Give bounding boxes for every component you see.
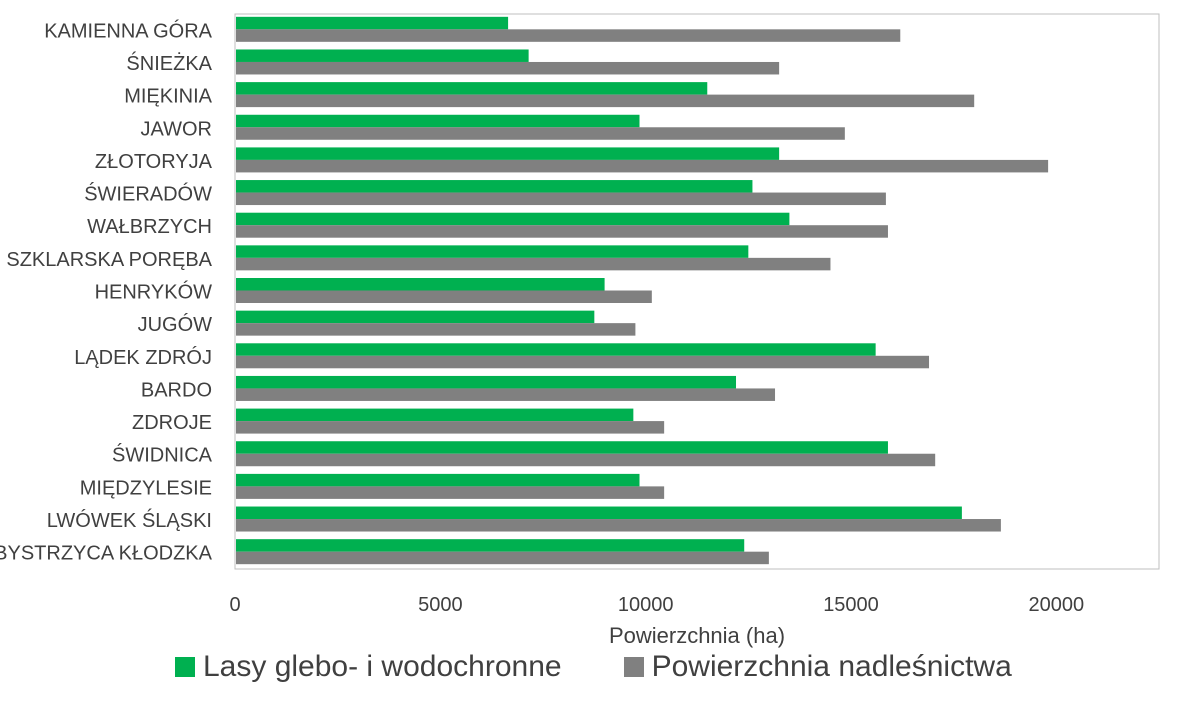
bar-lasy-8 (236, 278, 605, 291)
bar-lasy-6 (236, 212, 790, 226)
bar-powierzchnia-4 (236, 159, 1049, 173)
category-label: KAMIENNA GÓRA (44, 19, 212, 42)
category-label: JUGÓW (138, 313, 213, 336)
bar-powierzchnia-3 (236, 127, 845, 140)
bar-lasy-13 (236, 441, 888, 454)
legend-swatch-green (175, 657, 195, 677)
x-tick-label: 10000 (618, 594, 674, 616)
legend-item-powierzchnia: Powierzchnia nadleśnictwa (623, 650, 1012, 684)
legend-label-lasy: Lasy glebo- i wodochronne (203, 650, 562, 683)
bar-lasy-5 (236, 180, 753, 193)
bar-powierzchnia-14 (236, 486, 665, 499)
x-tick-label: 15000 (823, 594, 879, 616)
category-label: SZKLARSKA PORĘBA (6, 249, 212, 271)
plot-area-frame (234, 13, 1160, 570)
bar-lasy-7 (236, 245, 749, 258)
legend: Lasy glebo- i wodochronne Powierzchnia n… (175, 650, 1074, 684)
category-label: ŚNIEŻKA (126, 51, 212, 75)
category-label: MIĘKINIA (124, 86, 212, 108)
category-label: ZŁOTORYJA (95, 151, 213, 173)
category-label: LWÓWEK ŚLĄSKI (47, 508, 212, 532)
bar-powierzchnia-11 (236, 388, 776, 401)
bar-powierzchnia-6 (236, 225, 888, 238)
bar-lasy-2 (236, 82, 708, 95)
category-label: ŚWIERADÓW (84, 182, 212, 206)
bar-powierzchnia-7 (236, 257, 831, 271)
bar-lasy-4 (236, 147, 780, 160)
bar-powierzchnia-5 (236, 192, 886, 206)
bar-lasy-11 (236, 375, 737, 389)
legend-swatch-gray (623, 657, 644, 677)
category-label: HENRYKÓW (95, 281, 213, 304)
bar-powierzchnia-0 (236, 29, 901, 42)
bar-lasy-14 (236, 473, 640, 487)
category-label: ZDROJE (132, 412, 212, 434)
category-label: BYSTRZYCA KŁODZKA (0, 543, 213, 565)
bar-powierzchnia-10 (236, 355, 930, 369)
x-tick-label: 0 (229, 594, 240, 616)
category-label: JAWOR (141, 118, 212, 140)
x-tick-label: 20000 (1029, 594, 1085, 616)
bar-lasy-15 (236, 506, 962, 520)
bar-lasy-3 (236, 114, 640, 128)
bar-lasy-0 (236, 16, 509, 30)
bar-lasy-9 (236, 310, 595, 324)
bar-lasy-16 (236, 539, 745, 552)
x-axis-label: Powierzchnia (ha) (609, 623, 785, 648)
category-labels: KAMIENNA GÓRA ŚNIEŻKA MIĘKINIA JAWOR ZŁOTORY… (0, 19, 213, 564)
bar-powierzchnia-12 (236, 421, 665, 434)
category-label: BARDO (141, 379, 212, 401)
category-label: WAŁBRZYCH (87, 216, 212, 238)
legend-item-lasy: Lasy glebo- i wodochronne (175, 650, 562, 684)
bar-powierzchnia-16 (236, 551, 769, 565)
bar-powierzchnia-8 (236, 290, 652, 303)
bar-powierzchnia-2 (236, 94, 975, 108)
category-label: ŚWIDNICA (112, 443, 213, 467)
legend-label-powierzchnia: Powierzchnia nadleśnictwa (651, 650, 1012, 683)
bar-lasy-1 (236, 49, 529, 62)
bar-powierzchnia-1 (236, 61, 780, 75)
bar-powierzchnia-9 (236, 323, 636, 336)
bar-powierzchnia-15 (236, 519, 1001, 532)
bar-lasy-10 (236, 343, 876, 356)
category-label: LĄDEK ZDRÓJ (74, 346, 212, 369)
x-tick-label: 5000 (418, 594, 463, 616)
bars-group (236, 16, 1049, 565)
x-tick-labels: 0 5000 10000 15000 20000 (229, 594, 1084, 616)
category-label: MIĘDZYLESIE (80, 477, 212, 499)
bar-powierzchnia-13 (236, 453, 936, 467)
bar-lasy-12 (236, 408, 634, 422)
